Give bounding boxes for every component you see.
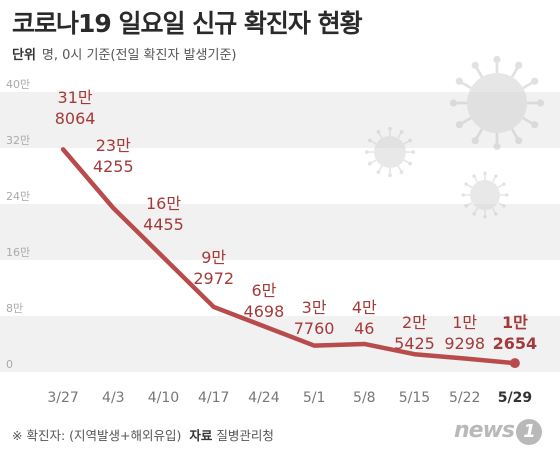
data-label: 7760: [294, 319, 335, 338]
data-label: 6만: [251, 281, 276, 300]
grid-band: [0, 204, 560, 260]
data-label: 23만: [96, 136, 131, 155]
source-text: 질병관리청: [216, 428, 274, 443]
data-label: 4만: [352, 298, 377, 317]
chart-title: 코로나19 일요일 신규 확진자 현황: [12, 9, 363, 38]
data-label: 5425: [394, 334, 435, 353]
data-label: 2만: [402, 313, 427, 332]
x-tick-label: 4/24: [248, 390, 280, 406]
virus-icon: [364, 126, 416, 178]
x-tick-label: 4/17: [198, 390, 229, 406]
y-tick-label: 24만: [6, 190, 30, 203]
data-label: 1만: [452, 313, 477, 332]
x-tick-label: 3/27: [47, 390, 78, 406]
footer-note: ※ 확진자: (지역발생+해외유입): [12, 428, 182, 443]
x-tick-label: 5/22: [449, 390, 480, 406]
data-label: 9만: [201, 248, 226, 267]
y-tick-label: 8만: [6, 302, 23, 315]
x-tick-label: 5/15: [399, 390, 430, 406]
data-label: 16만: [146, 194, 181, 213]
data-label: 2972: [193, 269, 234, 288]
data-label: 1만: [502, 313, 528, 332]
x-tick-label: 4/3: [102, 390, 125, 406]
data-label: 3만: [302, 298, 327, 317]
data-label: 4255: [93, 157, 134, 176]
logo-mark: 1: [516, 419, 543, 445]
y-tick-label: 40만: [6, 78, 30, 91]
unit-text: 명, 0시 기준(전일 확진자 발생기준): [41, 48, 237, 63]
data-label: 46: [354, 319, 374, 338]
data-label: 2654: [493, 334, 538, 353]
logo-text: news: [454, 418, 515, 443]
data-label: 4698: [244, 302, 285, 321]
data-label: 31만: [58, 88, 93, 107]
source-label: 자료: [189, 428, 213, 443]
data-point: [509, 358, 520, 369]
grid-band: [0, 316, 560, 372]
virus-icon: [461, 171, 509, 219]
x-tick-label: 5/8: [353, 390, 376, 406]
unit-caption: 단위 명, 0시 기준(전일 확진자 발생기준): [12, 44, 236, 63]
footer: ※ 확진자: (지역발생+해외유입) 자료 질병관리청: [12, 425, 274, 444]
virus-icon: [449, 55, 545, 151]
unit-label: 단위: [12, 48, 36, 63]
data-label: 8064: [55, 109, 96, 128]
data-label: 9298: [444, 334, 485, 353]
x-tick-label: 5/1: [303, 390, 326, 406]
y-tick-label: 32만: [6, 134, 30, 147]
data-label: 4455: [143, 215, 184, 234]
y-tick-label: 0: [6, 358, 13, 371]
x-tick-label: 4/10: [148, 390, 179, 406]
y-tick-label: 16만: [6, 246, 30, 259]
news1-logo: news 1: [454, 418, 543, 445]
x-tick-label: 5/29: [498, 390, 532, 406]
series-line: [60, 147, 518, 366]
